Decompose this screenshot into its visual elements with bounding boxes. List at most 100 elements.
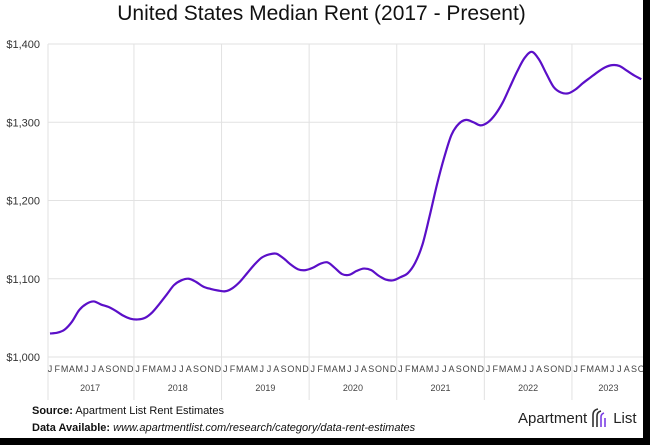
month-tick-label: J [398,364,403,374]
month-tick-label: M [236,364,244,374]
month-tick-label: O [550,364,557,374]
month-tick-label: J [259,364,264,374]
data-available-note: Data Available: www.apartmentlist.com/re… [32,422,415,434]
year-label: 2020 [343,383,363,393]
month-tick-label: S [281,364,287,374]
month-tick-label: A [419,364,425,374]
month-tick-label: J [522,364,527,374]
month-tick-label: N [383,364,390,374]
month-tick-label: S [368,364,374,374]
month-tick-label: M [426,364,434,374]
chart-frame: United States Median Rent (2017 - Presen… [0,0,643,438]
month-tick-label: F [55,364,61,374]
source-text: Apartment List Rent Estimates [75,405,224,417]
month-tick-label: J [573,364,578,374]
data-url: www.apartmentlist.com/research/category/… [113,422,416,434]
month-tick-label: M [61,364,69,374]
apartment-list-logo: Apartment List [518,407,637,429]
month-tick-label: A [98,364,104,374]
month-tick-label: M [324,364,332,374]
month-tick-label: J [267,364,272,374]
month-tick-label: D [565,364,572,374]
month-tick-label: M [163,364,171,374]
month-tick-label: A [332,364,338,374]
month-tick-label: O [112,364,119,374]
month-tick-label: J [347,364,352,374]
year-label: 2017 [80,383,100,393]
month-tick-label: N [470,364,477,374]
month-tick-label: M [251,364,259,374]
month-tick-label: A [273,364,279,374]
month-tick-label: O [375,364,382,374]
month-tick-label: A [536,364,542,374]
month-tick-label: D [215,364,222,374]
month-tick-label: M [148,364,156,374]
data-available-label: Data Available: [32,422,111,434]
y-tick-label: $1,000 [6,352,40,364]
month-tick-label: F [493,364,499,374]
month-tick-label: S [105,364,111,374]
month-tick-label: D [127,364,134,374]
year-label: 2019 [255,383,275,393]
month-tick-label: M [586,364,594,374]
y-tick-label: $1,400 [6,39,40,51]
month-tick-label: J [617,364,622,374]
month-tick-label: M [601,364,609,374]
month-tick-label: J [48,364,53,374]
month-tick-label: A [594,364,600,374]
month-tick-label: J [311,364,316,374]
month-tick-label: M [499,364,507,374]
month-tick-label: A [186,364,192,374]
month-tick-label: J [530,364,535,374]
month-tick-label: D [477,364,484,374]
month-tick-label: A [244,364,250,374]
source-note: Source: Apartment List Rent Estimates [32,405,224,417]
month-tick-label: O [638,364,643,374]
y-tick-label: $1,100 [6,274,40,286]
month-tick-label: M [338,364,346,374]
chart-title: United States Median Rent (2017 - Presen… [117,2,526,25]
month-tick-label: J [435,364,440,374]
month-tick-label: F [317,364,323,374]
month-tick-label: J [179,364,184,374]
logo-text-right: List [613,409,637,427]
month-tick-label: J [486,364,491,374]
month-tick-label: M [75,364,83,374]
year-label: 2021 [431,383,451,393]
month-tick-label: N [558,364,565,374]
month-tick-label: J [354,364,359,374]
year-label: 2022 [518,383,538,393]
month-tick-label: N [120,364,127,374]
month-tick-label: A [156,364,162,374]
month-tick-label: S [543,364,549,374]
month-tick-label: F [580,364,586,374]
median-rent-line [49,50,642,335]
logo-text-left: Apartment [518,409,588,427]
year-label: 2018 [168,383,188,393]
y-tick-label: $1,300 [6,117,40,129]
month-tick-label: J [92,364,97,374]
month-tick-label: F [142,364,148,374]
apartment-list-logo-icon [592,408,607,427]
month-tick-label: A [507,364,513,374]
month-tick-label: F [230,364,236,374]
month-tick-label: J [223,364,228,374]
month-tick-label: O [200,364,207,374]
month-tick-label: A [69,364,75,374]
month-tick-label: O [463,364,470,374]
month-tick-label: N [295,364,302,374]
year-label: 2023 [598,383,618,393]
month-tick-label: J [135,364,140,374]
source-label: Source: [32,405,73,417]
month-tick-label: A [448,364,454,374]
month-tick-label: D [390,364,397,374]
month-tick-label: M [513,364,521,374]
month-tick-label: F [405,364,411,374]
month-tick-label: A [624,364,630,374]
month-tick-label: J [84,364,89,374]
month-tick-label: J [442,364,447,374]
month-tick-label: S [631,364,637,374]
month-tick-label: O [287,364,294,374]
month-tick-label: D [302,364,309,374]
month-tick-label: S [456,364,462,374]
